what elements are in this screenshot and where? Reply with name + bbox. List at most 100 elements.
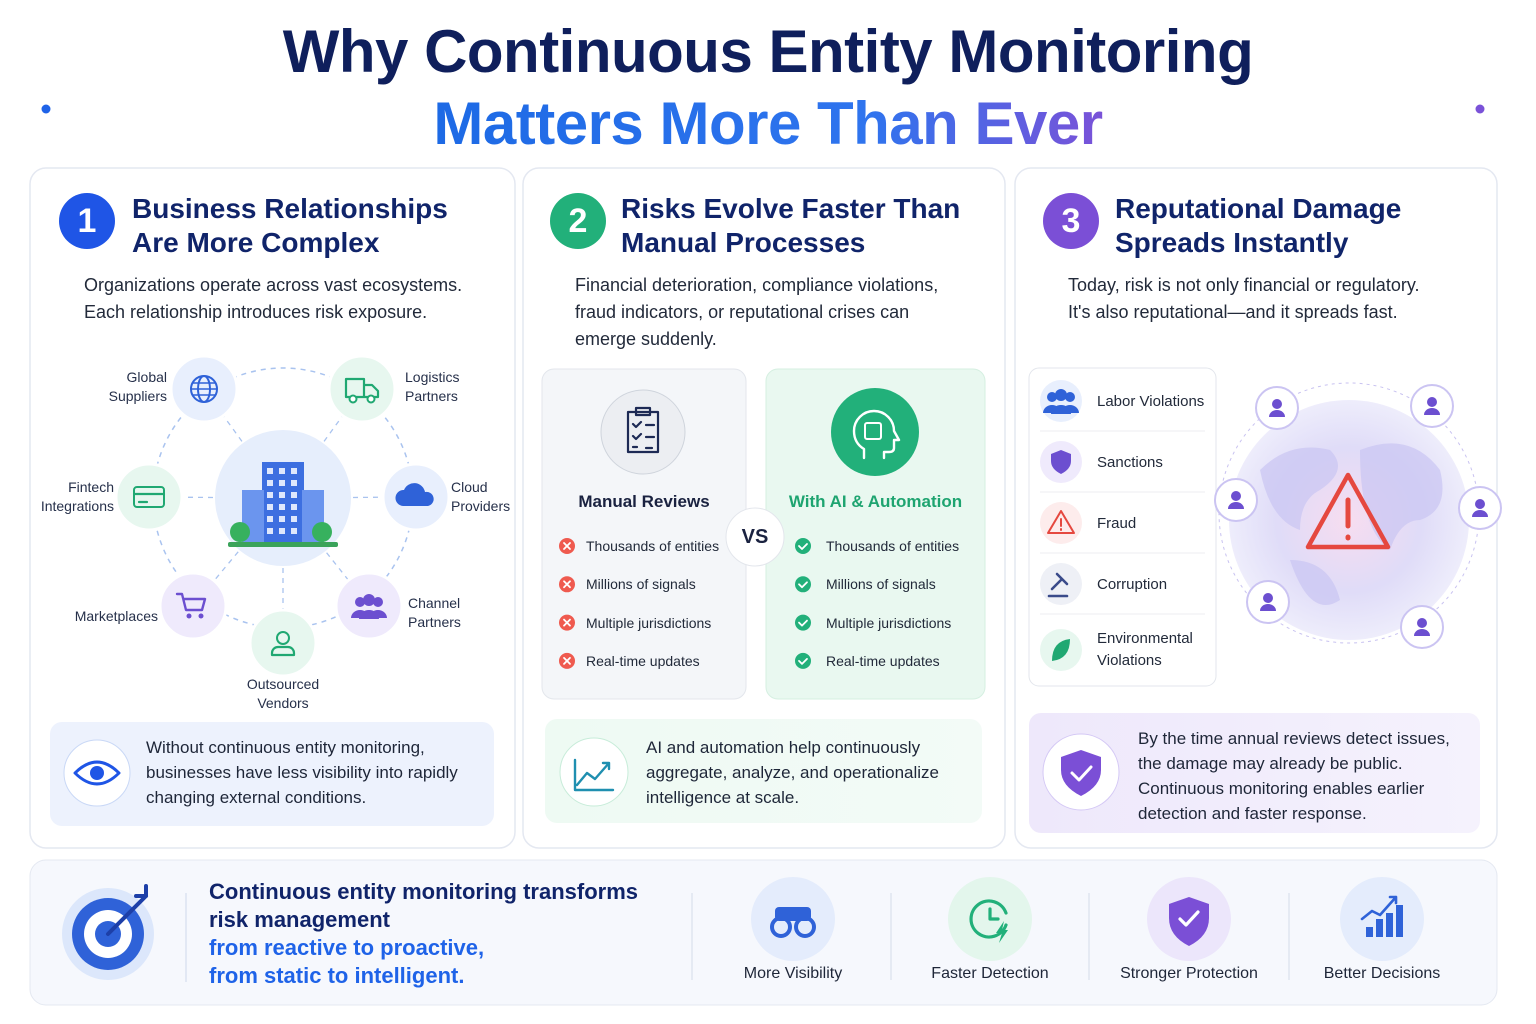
summary-highlight: from reactive to proactive, xyxy=(209,935,485,960)
vs: VS xyxy=(741,526,769,548)
icon xyxy=(373,597,383,607)
callout-text: changing external conditions. xyxy=(146,788,367,807)
check-mark xyxy=(795,576,811,593)
icon xyxy=(1047,572,1069,598)
benefit-label: Stronger Protection xyxy=(1120,965,1258,982)
node-label: Channel Partners xyxy=(408,595,461,630)
icon xyxy=(186,613,192,619)
benefit-label: More Visibility xyxy=(743,965,843,982)
icon xyxy=(132,492,166,504)
icon xyxy=(351,610,387,619)
icon xyxy=(198,613,204,619)
window xyxy=(291,528,297,534)
icon xyxy=(1360,895,1398,921)
icon xyxy=(1178,910,1200,927)
node-label: Cloud Providers xyxy=(451,479,511,514)
panel-description: Financial deterioration, compliance viol… xyxy=(575,275,939,295)
callout-text: Continuous monitoring enables earlier xyxy=(1138,779,1425,798)
icon xyxy=(1366,927,1373,937)
icon xyxy=(1269,410,1285,417)
icon xyxy=(775,907,811,921)
icon xyxy=(1386,913,1393,937)
icon xyxy=(1055,389,1067,401)
callout-text: By the time annual reviews detect issues… xyxy=(1138,729,1450,748)
x-mark xyxy=(563,657,571,665)
icon xyxy=(1417,618,1427,628)
ai-icon xyxy=(831,388,919,476)
callout-icon xyxy=(559,737,629,807)
icon xyxy=(1231,491,1241,501)
risk-label: Environmental Violations xyxy=(1097,630,1193,669)
callout-text: the damage may already be public. xyxy=(1138,754,1403,773)
node xyxy=(114,462,184,532)
chip xyxy=(864,422,882,440)
node-label: Global Suppliers xyxy=(108,369,167,404)
vs-badge xyxy=(725,507,785,567)
warning xyxy=(1305,472,1391,550)
icon xyxy=(1228,502,1244,509)
callout-text: aggregate, analyze, and operationalize xyxy=(646,763,939,782)
icon xyxy=(276,631,290,645)
node-label: Outsourced Vendors xyxy=(246,676,320,711)
manual-item: Multiple jurisdictions xyxy=(586,614,712,631)
landmass xyxy=(1260,443,1443,605)
callout-text: businesses have less visibility into rap… xyxy=(146,763,458,782)
window xyxy=(279,492,285,498)
window xyxy=(279,504,285,510)
manual-title: Manual Reviews xyxy=(578,492,710,511)
eye xyxy=(90,766,104,780)
window xyxy=(291,504,297,510)
risk-label: Corruption xyxy=(1097,576,1168,593)
icon xyxy=(366,394,376,404)
node-label: Fintech Integrations xyxy=(40,479,114,514)
window xyxy=(291,468,297,474)
check-mark xyxy=(798,658,808,665)
icon xyxy=(363,594,375,606)
window xyxy=(279,516,285,522)
window xyxy=(279,528,285,534)
window xyxy=(291,480,297,486)
ai-item: Millions of signals xyxy=(826,576,936,593)
window xyxy=(267,468,273,474)
manual-item: Millions of signals xyxy=(586,576,696,593)
icon xyxy=(1272,399,1282,409)
number: 2 xyxy=(568,202,588,240)
icon xyxy=(1475,499,1485,509)
ai-item: Real-time updates xyxy=(826,652,940,669)
icon xyxy=(1065,392,1075,402)
icon xyxy=(1427,397,1437,407)
icon xyxy=(1047,510,1075,534)
head xyxy=(852,409,901,460)
number-badge xyxy=(59,193,115,249)
icon xyxy=(1376,919,1383,937)
title: Why Continuous Entity Monitoring xyxy=(282,18,1254,85)
number: 1 xyxy=(77,202,97,240)
subtitle: Matters More Than Ever xyxy=(0,86,1536,162)
risk-label: Fraud xyxy=(1097,515,1137,532)
panel-title: Business Relationships xyxy=(132,193,448,224)
icon xyxy=(1424,408,1440,415)
manual-icon xyxy=(600,389,686,475)
window xyxy=(267,516,273,522)
x-mark xyxy=(563,542,571,550)
manual-item: Thousands of entities xyxy=(586,538,720,554)
check-mark xyxy=(795,652,811,669)
callout-text: AI and automation help continuously xyxy=(646,738,921,757)
arrow xyxy=(106,884,148,936)
ai-item: Multiple jurisdictions xyxy=(826,614,952,631)
node xyxy=(158,571,228,641)
callout-text: Without continuous entity monitoring, xyxy=(146,738,425,757)
window xyxy=(279,468,285,474)
window xyxy=(267,480,273,486)
check-mark xyxy=(798,543,808,550)
clipboard xyxy=(626,406,660,454)
panel-description: Each relationship introduces risk exposu… xyxy=(84,302,428,322)
window xyxy=(267,504,273,510)
x-mark xyxy=(563,618,571,627)
icon xyxy=(1396,905,1403,937)
ground xyxy=(228,542,338,547)
check-mark xyxy=(798,581,808,589)
number-badge xyxy=(1043,193,1099,249)
